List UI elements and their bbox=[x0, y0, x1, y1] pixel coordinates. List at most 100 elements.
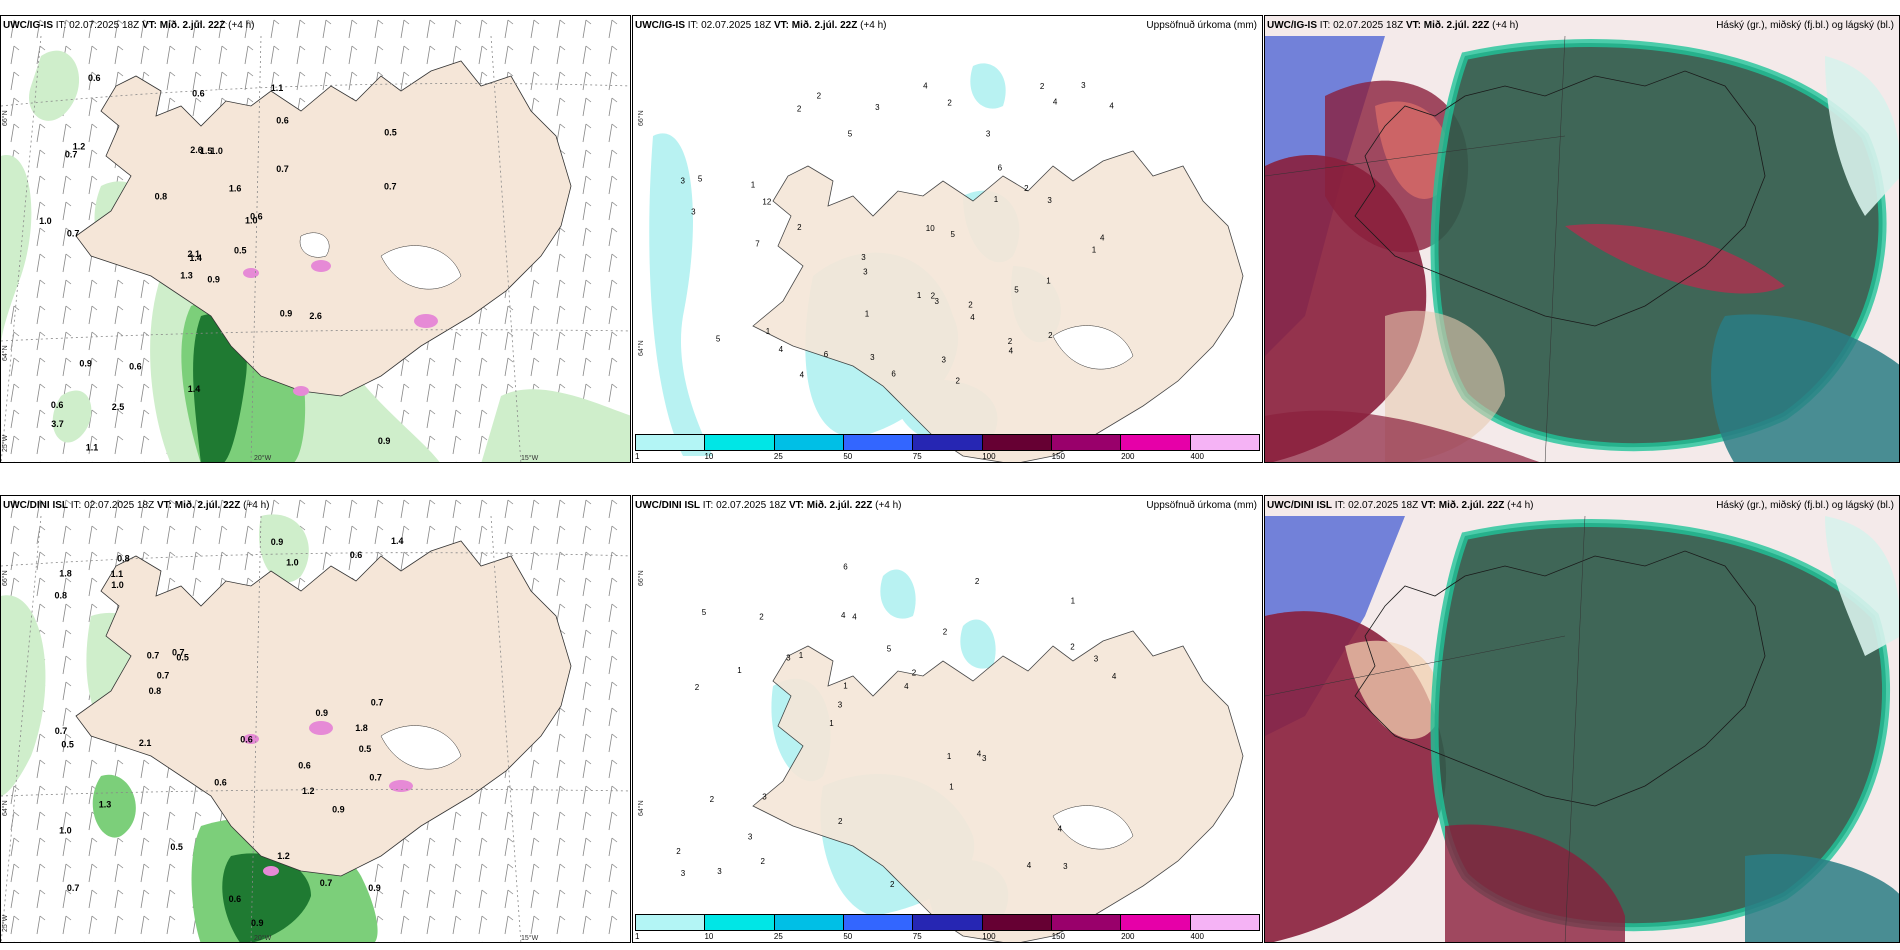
precip-value-label: 5 bbox=[702, 608, 707, 617]
precip-value-label: 2.6 bbox=[190, 145, 203, 155]
precip-value-label: 4 bbox=[1112, 672, 1117, 681]
lat-label-64: 64°N bbox=[637, 800, 645, 816]
legend-tick-label: 100 bbox=[982, 932, 996, 941]
precip-value-label: 1.1 bbox=[271, 83, 284, 93]
precip-value-label: 6 bbox=[998, 164, 1003, 173]
precip-value-label: 3 bbox=[942, 356, 947, 365]
precip-value-label: 3 bbox=[875, 103, 880, 112]
precip-value-label: 0.6 bbox=[214, 777, 227, 787]
precip-value-label: 2 bbox=[947, 98, 952, 107]
panel-wind-precip-bottom[interactable]: UWC/DINI ISL IT: 02.07.2025 18Z VT: Mið.… bbox=[0, 495, 631, 943]
precip-value-label: 2 bbox=[968, 301, 973, 310]
panel-accum-precip-top[interactable]: UWC/IG-IS IT: 02.07.2025 18Z VT: Mið. 2.… bbox=[632, 15, 1263, 463]
legend-tick-label: 50 bbox=[843, 452, 853, 461]
precip-value-label: 0.9 bbox=[271, 537, 284, 547]
precip-value-label: 2 bbox=[912, 669, 917, 678]
legend-color-bar bbox=[635, 434, 1260, 451]
precip-value-label: 2 bbox=[1024, 184, 1029, 193]
init-time: IT: 02.07.2025 18Z bbox=[1334, 500, 1419, 511]
precip-value-label: 1.0 bbox=[245, 215, 258, 225]
panel-wind-precip-top[interactable]: UWC/IG-IS IT: 02.07.2025 18Z VT: Mið. 2.… bbox=[0, 15, 631, 463]
lon-label-25: 25°W bbox=[1, 434, 9, 452]
precip-value-label: 0.6 bbox=[192, 89, 205, 99]
lon-label-20: 20°W bbox=[254, 454, 272, 462]
precip-value-label: 1.2 bbox=[302, 786, 315, 796]
init-time: IT: 02.07.2025 18Z bbox=[55, 20, 140, 31]
valid-label: VT: bbox=[141, 20, 157, 31]
precip-value-label: 1.0 bbox=[286, 558, 299, 568]
precip-value-label: 2 bbox=[1048, 331, 1053, 340]
precip-value-label: 0.7 bbox=[67, 883, 80, 893]
precip-value-label: 0.7 bbox=[55, 726, 68, 736]
panel-title: UWC/DINI ISL IT: 02.07.2025 18Z VT: Mið.… bbox=[635, 500, 902, 511]
legend-swatch bbox=[1051, 435, 1122, 450]
precip-value-label: 1.4 bbox=[188, 384, 201, 394]
precip-value-label: 3 bbox=[748, 833, 753, 842]
precip-value-label: 1 bbox=[1046, 277, 1051, 286]
precip-value-label: 2 bbox=[676, 847, 681, 856]
legend-tick-label: 200 bbox=[1121, 932, 1135, 941]
precip-value-label: 0.9 bbox=[280, 309, 293, 319]
precip-value-label: 2 bbox=[1008, 337, 1013, 346]
precip-value-label: 3 bbox=[1063, 862, 1068, 871]
precip-value-label: 1.0 bbox=[111, 580, 124, 590]
cloud-map bbox=[1265, 496, 1899, 942]
panel-clouds-bottom[interactable]: UWC/DINI ISL IT: 02.07.2025 18Z VT: Mið.… bbox=[1264, 495, 1900, 943]
model-name: UWC/IG-IS bbox=[3, 20, 53, 31]
panel-title: UWC/IG-IS IT: 02.07.2025 18Z VT: Mið. 2.… bbox=[635, 20, 887, 31]
precip-value-label: 3 bbox=[861, 253, 866, 262]
precip-value-label: 0.7 bbox=[369, 773, 382, 783]
precip-value-label: 0.5 bbox=[384, 128, 397, 138]
precip-value-label: 3 bbox=[838, 701, 843, 710]
wind-precip-map: 66°N 64°N 25°W 20°W 15°W 0.90.71.40.61.0… bbox=[1, 16, 630, 462]
legend-tick-labels: 1 10 25 50 75 100 150 200 400 bbox=[635, 451, 1260, 461]
panel-clouds-top[interactable]: UWC/IG-IS IT: 02.07.2025 18Z VT: Mið. 2.… bbox=[1264, 15, 1900, 463]
precip-value-label: 1 bbox=[829, 719, 834, 728]
valid-time: Mið. 2.júl. 22Z bbox=[806, 500, 873, 511]
precip-value-label: 0.8 bbox=[117, 553, 130, 563]
lat-label-66: 66°N bbox=[637, 110, 645, 126]
precip-value-label: 0.5 bbox=[176, 653, 189, 663]
legend-tick-label: 10 bbox=[704, 932, 714, 941]
valid-label: VT: bbox=[1420, 500, 1436, 511]
panel-title: UWC/IG-IS IT: 02.07.2025 18Z VT: Mið. 2.… bbox=[1267, 20, 1519, 31]
precip-value-label: 0.9 bbox=[378, 436, 391, 446]
model-name: UWC/DINI ISL bbox=[635, 500, 700, 511]
panel-accum-precip-bottom[interactable]: UWC/DINI ISL IT: 02.07.2025 18Z VT: Mið.… bbox=[632, 495, 1263, 943]
precip-value-label: 0.6 bbox=[88, 73, 101, 83]
legend-swatch bbox=[636, 915, 706, 930]
precip-value-label: 4 bbox=[779, 345, 784, 354]
precip-value-label: 2 bbox=[956, 377, 961, 386]
wind-precip-map: 66°N 64°N 25°W 20°W 15°W 0.60.50.70.80.5… bbox=[1, 496, 630, 942]
precip-legend: 1 10 25 50 75 100 150 200 400 bbox=[635, 914, 1260, 942]
precip-value-label: 0.7 bbox=[157, 670, 170, 680]
precip-value-label: 0.9 bbox=[316, 708, 329, 718]
precip-value-label: 3 bbox=[681, 869, 686, 878]
legend-tick-labels: 1 10 25 50 75 100 150 200 400 bbox=[635, 931, 1260, 941]
precip-value-label: 1.4 bbox=[391, 536, 404, 546]
lead-time: (+4 h) bbox=[875, 500, 902, 511]
precip-value-label: 1.1 bbox=[86, 442, 99, 452]
lon-label-20: 20°W bbox=[254, 934, 272, 942]
precip-value-label: 2 bbox=[817, 91, 822, 100]
precip-value-label: 3 bbox=[982, 754, 987, 763]
panel-title: UWC/IG-IS IT: 02.07.2025 18Z VT: Mið. 2.… bbox=[3, 20, 255, 31]
lead-time: (+4 h) bbox=[243, 500, 270, 511]
precip-value-label: 2.6 bbox=[309, 311, 322, 321]
precip-value-label: 1.2 bbox=[277, 851, 290, 861]
legend-swatch bbox=[1121, 435, 1191, 450]
valid-label: VT: bbox=[773, 20, 789, 31]
precip-value-label: 2.5 bbox=[112, 402, 125, 412]
precip-value-label: 1 bbox=[843, 681, 848, 690]
precip-value-label: 2 bbox=[975, 577, 980, 586]
init-time: IT: 02.07.2025 18Z bbox=[687, 20, 772, 31]
precip-value-label: 5 bbox=[887, 644, 892, 653]
legend-swatch bbox=[705, 435, 775, 450]
precip-value-label: 1.4 bbox=[189, 253, 202, 263]
precip-value-label: 5 bbox=[951, 230, 956, 239]
precip-value-label: 2 bbox=[761, 857, 766, 866]
precip-value-label: 2 bbox=[695, 683, 700, 692]
